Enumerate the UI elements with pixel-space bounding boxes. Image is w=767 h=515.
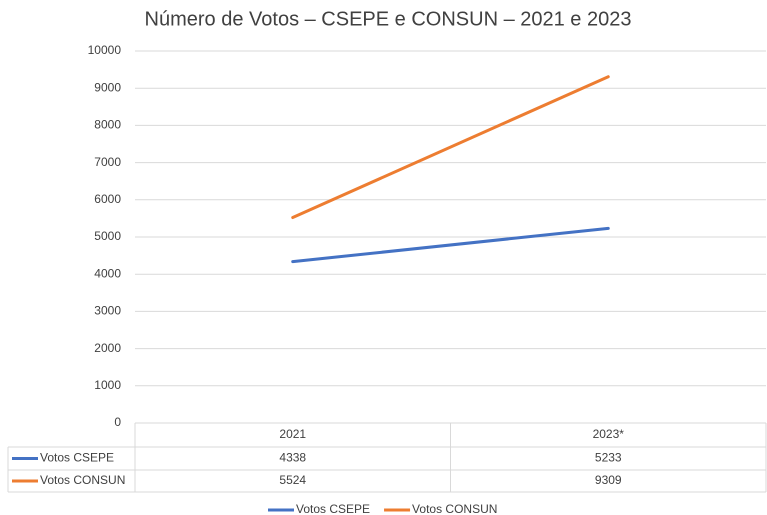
series-line bbox=[291, 75, 610, 220]
table-value: 4338 bbox=[279, 451, 306, 465]
y-tick-label: 7000 bbox=[94, 155, 121, 169]
table-value: 5524 bbox=[279, 473, 306, 487]
y-tick-label: 0 bbox=[114, 415, 121, 429]
chart-title: Número de Votos – CSEPE e CONSUN – 2021 … bbox=[145, 8, 632, 30]
y-tick-label: 10000 bbox=[88, 43, 122, 57]
y-tick-label: 4000 bbox=[94, 266, 121, 280]
x-tick-label: 2023* bbox=[593, 427, 625, 441]
y-tick-label: 3000 bbox=[94, 304, 121, 318]
series-line bbox=[291, 226, 610, 264]
y-tick-label: 6000 bbox=[94, 192, 121, 206]
y-tick-label: 1000 bbox=[94, 378, 121, 392]
x-tick-label: 2021 bbox=[279, 427, 306, 441]
y-tick-label: 2000 bbox=[94, 341, 121, 355]
y-tick-label: 9000 bbox=[94, 80, 121, 94]
legend-label: Votos CONSUN bbox=[412, 502, 497, 515]
legend-label: Votos CSEPE bbox=[296, 502, 370, 515]
y-tick-label: 5000 bbox=[94, 229, 121, 243]
table-value: 9309 bbox=[595, 473, 622, 487]
row-label: Votos CSEPE bbox=[40, 451, 114, 465]
table-value: 5233 bbox=[595, 451, 622, 465]
y-tick-label: 8000 bbox=[94, 118, 121, 132]
row-label: Votos CONSUN bbox=[40, 473, 125, 487]
